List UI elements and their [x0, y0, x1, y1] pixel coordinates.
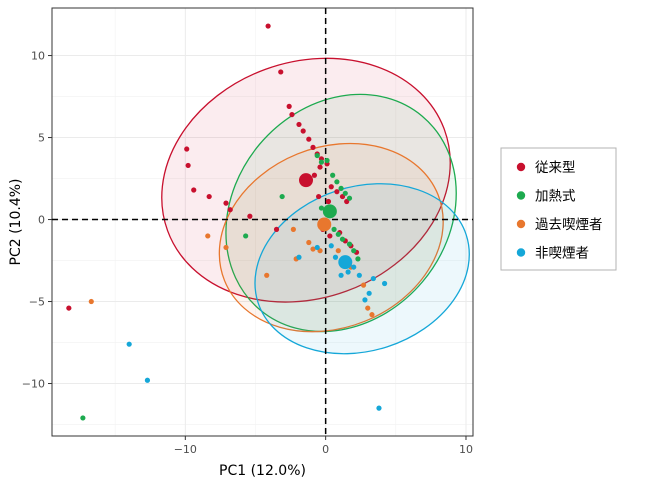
y-axis-title: PC2 (10.4%): [8, 179, 24, 266]
point-series-1: [80, 415, 86, 421]
plot-border: [51, 7, 474, 437]
point-series-3: [338, 272, 344, 278]
point-series-3: [332, 254, 339, 260]
point-series-0: [273, 226, 280, 232]
point-series-0: [311, 172, 318, 178]
point-series-1: [355, 256, 361, 262]
centroid-series-3: [338, 255, 353, 270]
point-series-2: [223, 244, 229, 251]
point-series-0: [300, 128, 306, 134]
point-series-3: [314, 244, 320, 251]
point-series-0: [289, 111, 295, 118]
point-series-3: [362, 297, 368, 303]
point-series-1: [335, 231, 341, 237]
legend-key-0: [516, 162, 526, 172]
point-series-2: [88, 298, 94, 305]
point-series-2: [365, 305, 371, 311]
point-series-1: [338, 185, 344, 191]
point-series-1: [324, 157, 330, 164]
point-series-1: [331, 226, 337, 232]
point-series-0: [191, 187, 197, 193]
x-axis-ticks: −10 0 10: [174, 436, 473, 456]
point-series-0: [227, 207, 233, 213]
point-series-3: [345, 269, 351, 275]
point-series-3: [366, 290, 372, 296]
point-series-2: [310, 246, 316, 252]
point-series-0: [278, 69, 284, 75]
point-series-1: [346, 195, 353, 201]
point-series-2: [335, 248, 341, 254]
legend-key-1: [516, 191, 526, 200]
point-series-0: [66, 305, 72, 311]
point-series-3: [381, 280, 388, 287]
point-series-2: [306, 239, 312, 246]
point-series-1: [346, 241, 353, 247]
point-series-3: [296, 254, 302, 260]
legend-key-2: [516, 219, 526, 229]
y-tick-label: 0: [38, 214, 45, 227]
point-series-3: [376, 405, 382, 411]
y-tick-label: 10: [31, 50, 45, 63]
point-series-1: [330, 172, 336, 178]
point-series-3: [144, 377, 151, 383]
y-tick-label: −5: [29, 296, 45, 309]
x-tick-label: 10: [459, 443, 473, 456]
point-series-0: [185, 162, 191, 169]
point-series-0: [310, 144, 316, 150]
y-tick-label: 5: [38, 132, 45, 145]
point-series-1: [318, 159, 325, 165]
point-series-3: [370, 275, 376, 282]
centroid-series-0: [299, 173, 314, 188]
x-tick-label: 0: [322, 443, 329, 456]
point-series-0: [325, 198, 332, 205]
point-series-0: [327, 233, 333, 239]
centroid-series-1: [322, 204, 337, 219]
legend-label-1: 加熱式: [535, 189, 576, 205]
point-series-1: [334, 179, 340, 185]
x-tick-label: −10: [174, 443, 197, 456]
legend-label-2: 過去喫煙者: [535, 217, 603, 233]
point-series-0: [316, 193, 322, 200]
point-series-0: [247, 213, 253, 219]
point-series-0: [286, 103, 292, 109]
point-series-3: [328, 243, 334, 249]
point-series-0: [184, 146, 190, 152]
point-series-2: [264, 272, 270, 278]
point-series-0: [265, 23, 271, 29]
group-centroids: [299, 173, 353, 270]
point-series-1: [339, 236, 346, 242]
point-series-1: [279, 193, 285, 200]
point-series-0: [223, 200, 229, 206]
point-series-3: [356, 272, 362, 278]
point-series-1: [314, 152, 320, 159]
point-series-1: [318, 205, 325, 211]
y-tick-label: −10: [22, 378, 45, 391]
point-series-2: [369, 312, 375, 318]
point-series-2: [360, 282, 367, 288]
point-series-0: [206, 193, 212, 200]
point-series-3: [351, 264, 357, 270]
legend-label-3: 非喫煙者: [535, 246, 589, 262]
y-axis-ticks: 10 5 0 −5 −10: [22, 50, 52, 391]
point-series-1: [351, 248, 357, 254]
point-series-0: [306, 136, 312, 142]
legend-key-3: [516, 248, 526, 257]
legend-label-0: 従来型: [535, 160, 576, 176]
point-series-0: [328, 184, 334, 190]
point-series-0: [334, 189, 340, 195]
point-series-1: [243, 233, 249, 239]
point-series-0: [317, 164, 323, 170]
point-series-2: [205, 233, 211, 239]
point-series-0: [296, 121, 302, 128]
point-series-1: [342, 190, 348, 196]
point-series-3: [126, 341, 132, 347]
point-series-2: [290, 226, 296, 232]
centroid-series-2: [317, 217, 332, 232]
x-axis-title: PC1 (12.0%): [219, 463, 306, 479]
